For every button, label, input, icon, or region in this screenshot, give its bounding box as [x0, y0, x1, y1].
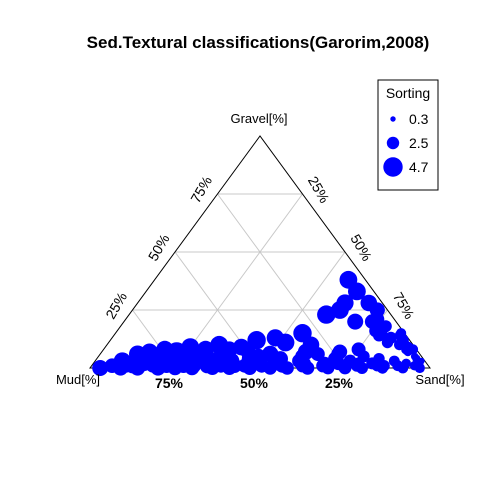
data-point	[247, 331, 266, 350]
data-point	[373, 329, 385, 342]
legend-marker	[386, 136, 400, 150]
data-point	[407, 344, 419, 355]
data-point	[276, 333, 295, 352]
legend-label: 2.5	[409, 135, 429, 151]
data-point	[317, 305, 336, 324]
data-point	[347, 313, 364, 330]
data-point	[156, 340, 174, 358]
data-point	[376, 362, 389, 374]
legend-title: Sorting	[386, 85, 430, 101]
data-point	[331, 301, 349, 319]
data-point	[113, 360, 129, 376]
chart-title: Sed.Textural classifications(Garorim,200…	[87, 33, 430, 52]
vertex-label-gravel: Gravel[%]	[230, 111, 287, 126]
vertex-label-mud: Mud[%]	[56, 372, 100, 387]
data-point	[401, 358, 412, 369]
data-points	[92, 270, 425, 376]
tick-label-mud: 25%	[325, 375, 354, 391]
vertex-label-sand: Sand[%]	[415, 372, 464, 387]
data-point	[352, 357, 365, 370]
tick-label-mud: 75%	[155, 375, 184, 391]
data-point	[388, 355, 400, 367]
tick-label-gravel: 50%	[145, 231, 173, 263]
data-point	[331, 347, 346, 362]
data-point	[92, 360, 109, 376]
legend-marker	[390, 116, 396, 122]
data-point	[381, 336, 394, 349]
tick-label-sand: 75%	[390, 289, 418, 321]
data-point	[124, 358, 141, 374]
legend-marker	[383, 157, 403, 177]
data-point	[310, 347, 325, 362]
tick-label-sand: 25%	[305, 173, 333, 205]
tick-label-gravel: 75%	[187, 173, 215, 205]
legend-entries: 0.3 2.5 4.7	[383, 111, 429, 177]
legend-label: 0.3	[409, 111, 429, 127]
data-point	[379, 320, 392, 333]
data-point	[351, 342, 366, 357]
tick-label-gravel: 25%	[102, 289, 130, 321]
data-point	[295, 349, 310, 364]
data-point	[370, 312, 385, 327]
data-point	[182, 353, 199, 369]
legend: Sorting 0.3 2.5 4.7	[377, 79, 439, 191]
data-point	[214, 345, 231, 363]
data-point	[241, 350, 258, 367]
data-point	[197, 340, 215, 358]
legend-label: 4.7	[409, 159, 429, 175]
data-point	[348, 282, 366, 301]
data-point	[181, 338, 200, 356]
grid-line-mud-25	[217, 193, 346, 369]
data-point	[414, 362, 425, 374]
data-point	[261, 345, 279, 363]
grid-line-sand-25	[174, 193, 303, 369]
data-point	[321, 361, 335, 375]
tick-label-mud: 50%	[240, 375, 269, 391]
data-point	[141, 343, 158, 361]
ternary-grid	[132, 193, 388, 369]
tick-label-sand: 50%	[347, 231, 375, 263]
